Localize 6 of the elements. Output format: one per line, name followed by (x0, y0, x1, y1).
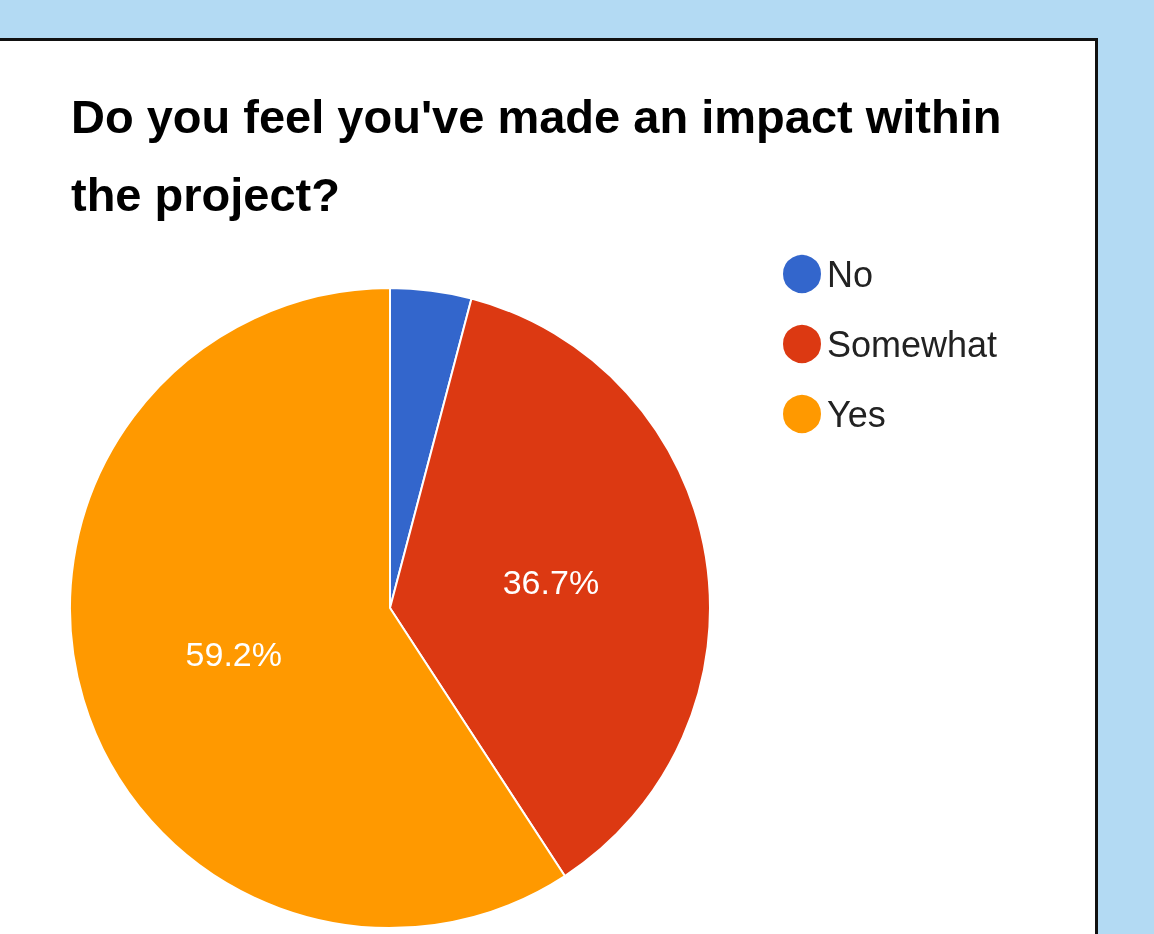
legend-label: Somewhat (827, 323, 998, 365)
legend-label: No (827, 253, 874, 295)
data-label: 36.7% (502, 563, 600, 601)
data-label: 59.2% (185, 635, 282, 674)
chart-title: Do you feel you've made an impact within the project? (71, 89, 1015, 221)
legend-label: Yes (827, 393, 886, 435)
